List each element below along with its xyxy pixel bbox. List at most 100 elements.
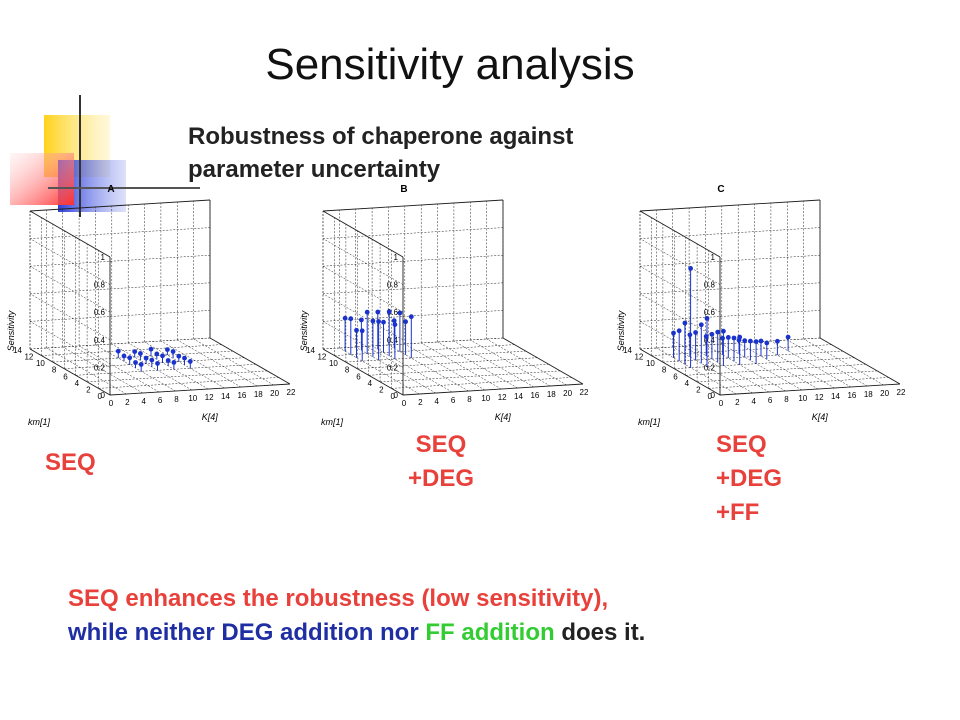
y-tick-label: 0: [98, 392, 103, 401]
y-tick-label: 8: [345, 366, 350, 375]
data-point: [721, 328, 726, 334]
grid-line: [52, 350, 233, 363]
grid-line: [639, 265, 721, 313]
z-axis-label: Sensitivity: [616, 310, 626, 351]
y-axis-line: [322, 348, 404, 396]
grid-line: [639, 282, 821, 295]
grid-line: [62, 346, 143, 394]
z-axis-label: Sensitivity: [6, 310, 16, 351]
z-axis-label: Sensitivity: [299, 310, 309, 351]
data-point: [132, 349, 138, 354]
y-axis-label: km[1]: [638, 417, 661, 427]
data-point: [160, 353, 165, 359]
grid-line: [437, 341, 518, 389]
box-edge: [639, 199, 821, 212]
data-point: [403, 319, 408, 325]
y-tick-label: 4: [685, 379, 690, 388]
grid-line: [787, 339, 868, 387]
data-point: [171, 360, 177, 365]
data-point: [370, 318, 376, 324]
x-tick-label: 4: [434, 397, 439, 406]
z-tick-label: 0.4: [94, 336, 106, 345]
box-edge: [322, 210, 404, 258]
y-tick-label: 6: [63, 372, 68, 381]
box-edge: [502, 337, 584, 385]
y-tick-label: 10: [329, 359, 338, 368]
x-tick-label: 8: [784, 395, 789, 404]
y-axis-line: [639, 348, 721, 396]
y-tick-label: 0: [708, 392, 713, 401]
data-point: [671, 330, 676, 336]
x-tick-label: 4: [751, 397, 756, 406]
y-tick-label: 14: [306, 346, 315, 355]
z-tick-label: 1: [101, 253, 106, 262]
data-point: [376, 319, 381, 324]
data-point: [148, 346, 154, 352]
x-tick-label: 20: [880, 389, 889, 398]
grid-line: [339, 347, 420, 395]
grid-line: [29, 238, 111, 285]
decorative-squares: [10, 95, 880, 217]
grid-line: [470, 339, 551, 387]
data-point: [138, 351, 143, 356]
box-edge: [819, 337, 901, 385]
y-tick-label: 12: [24, 353, 33, 362]
y-tick-label: 4: [75, 379, 80, 388]
x-tick-label: 10: [481, 394, 490, 403]
subtitle-line-1: Robustness of chaperone against: [188, 123, 574, 150]
data-point: [731, 335, 737, 341]
data-point: [682, 320, 688, 326]
data-point: [354, 327, 359, 333]
data-point: [359, 328, 365, 334]
y-tick-label: 0: [391, 392, 396, 401]
x-axis-label: K[4]: [202, 412, 219, 422]
label-panel-a: SEQ: [45, 446, 96, 480]
x-tick-label: 22: [580, 388, 589, 397]
z-tick-label: 0.6: [704, 308, 716, 317]
slide-title: Sensitivity analysis: [265, 40, 635, 89]
data-point: [693, 330, 698, 335]
grid-line: [193, 338, 274, 386]
x-axis-label: K[4]: [812, 412, 829, 422]
grid-line: [29, 254, 211, 267]
summary-line-2-part-2: FF addition: [425, 619, 555, 646]
x-tick-label: 18: [254, 390, 263, 399]
x-tick-label: 0: [719, 399, 724, 408]
grid-line: [371, 345, 453, 393]
grid-line: [639, 254, 821, 267]
data-point: [121, 353, 127, 359]
x-tick-label: 20: [270, 389, 279, 398]
data-point: [342, 315, 348, 321]
grid-line: [672, 346, 753, 394]
summary-line-2: while neither DEG addition nor FF additi…: [68, 616, 645, 650]
data-point: [391, 318, 397, 324]
data-point: [397, 310, 403, 316]
data-point: [359, 317, 364, 323]
grid-line: [322, 321, 404, 368]
data-point: [725, 335, 731, 340]
data-point: [133, 360, 138, 365]
x-tick-label: 14: [514, 392, 523, 401]
grid-line: [388, 344, 469, 392]
x-tick-label: 16: [847, 391, 856, 400]
z-tick-label: 0.6: [94, 308, 106, 317]
z-tick-label: 0.6: [387, 308, 399, 317]
y-axis-label: km[1]: [28, 417, 51, 427]
data-point: [704, 316, 710, 321]
grid-line: [322, 265, 404, 313]
grid-line: [355, 346, 436, 394]
y-tick-label: 8: [662, 366, 667, 375]
y-tick-label: 8: [52, 366, 57, 375]
z-tick-label: 0.8: [94, 281, 106, 290]
x-tick-label: 12: [498, 393, 507, 402]
data-point: [736, 337, 742, 343]
data-point: [165, 358, 171, 363]
grid-line: [46, 347, 127, 395]
x-tick-label: 8: [174, 395, 179, 404]
x-tick-label: 10: [188, 394, 197, 403]
data-point: [364, 309, 370, 315]
y-tick-label: 10: [646, 359, 655, 368]
grid-line: [754, 341, 835, 389]
z-tick-label: 0: [394, 391, 399, 400]
x-tick-label: 0: [109, 399, 114, 408]
